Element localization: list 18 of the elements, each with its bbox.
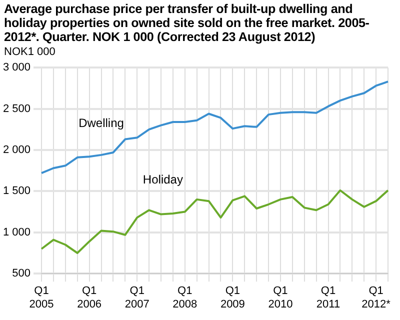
- y-tick-label: 2 000: [2, 144, 31, 156]
- y-tick-label: 1 000: [2, 226, 31, 238]
- y-tick-label: 500: [12, 268, 31, 280]
- series-label: Dwelling: [78, 116, 124, 130]
- x-tick-label: Q1 2011: [316, 285, 340, 310]
- x-tick-label: Q1 2012*: [362, 285, 392, 310]
- x-tick-label: Q1 2006: [77, 285, 102, 310]
- y-tick-label: 1 500: [2, 185, 31, 198]
- chart-title: Average purchase price per transfer of built-up dwelling and holiday properties on owned site sold on the free market. 2005-2012*. Quarter. NOK 1 000 (Corrected 23 August 2012): [3, 1, 370, 44]
- y-tick-label: 3 000: [2, 62, 31, 74]
- y-tick-label: 2 500: [2, 102, 31, 115]
- y-axis-title: NOK1 000: [3, 45, 56, 58]
- x-tick-label: Q1 2005: [29, 285, 54, 310]
- x-tick-label: Q1 2009: [220, 285, 245, 310]
- x-tick-label: Q1 2007: [124, 285, 150, 310]
- x-tick-label: Q1 2008: [172, 285, 198, 310]
- x-tick-label: Q1 2010: [268, 285, 293, 310]
- series-label: Holiday: [142, 172, 183, 186]
